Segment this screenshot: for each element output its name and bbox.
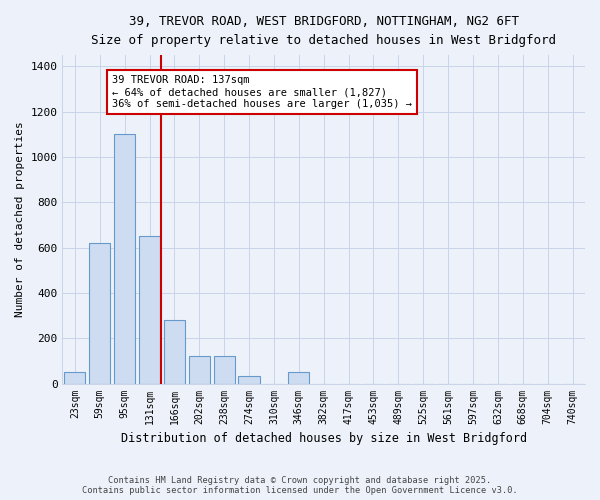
Title: 39, TREVOR ROAD, WEST BRIDGFORD, NOTTINGHAM, NG2 6FT
Size of property relative t: 39, TREVOR ROAD, WEST BRIDGFORD, NOTTING… [91, 15, 556, 47]
Bar [214, 356, 235, 384]
Y-axis label: Number of detached properties: Number of detached properties [15, 122, 25, 317]
Text: Contains HM Land Registry data © Crown copyright and database right 2025.
Contai: Contains HM Land Registry data © Crown c… [82, 476, 518, 495]
Text: 39 TREVOR ROAD: 137sqm
← 64% of detached houses are smaller (1,827)
36% of semi-: 39 TREVOR ROAD: 137sqm ← 64% of detached… [112, 76, 412, 108]
Bar [189, 356, 210, 384]
Bar [64, 372, 85, 384]
Bar [238, 376, 260, 384]
Bar [164, 320, 185, 384]
Bar [114, 134, 135, 384]
Bar [288, 372, 310, 384]
Bar [89, 243, 110, 384]
Bar [139, 236, 160, 384]
X-axis label: Distribution of detached houses by size in West Bridgford: Distribution of detached houses by size … [121, 432, 527, 445]
